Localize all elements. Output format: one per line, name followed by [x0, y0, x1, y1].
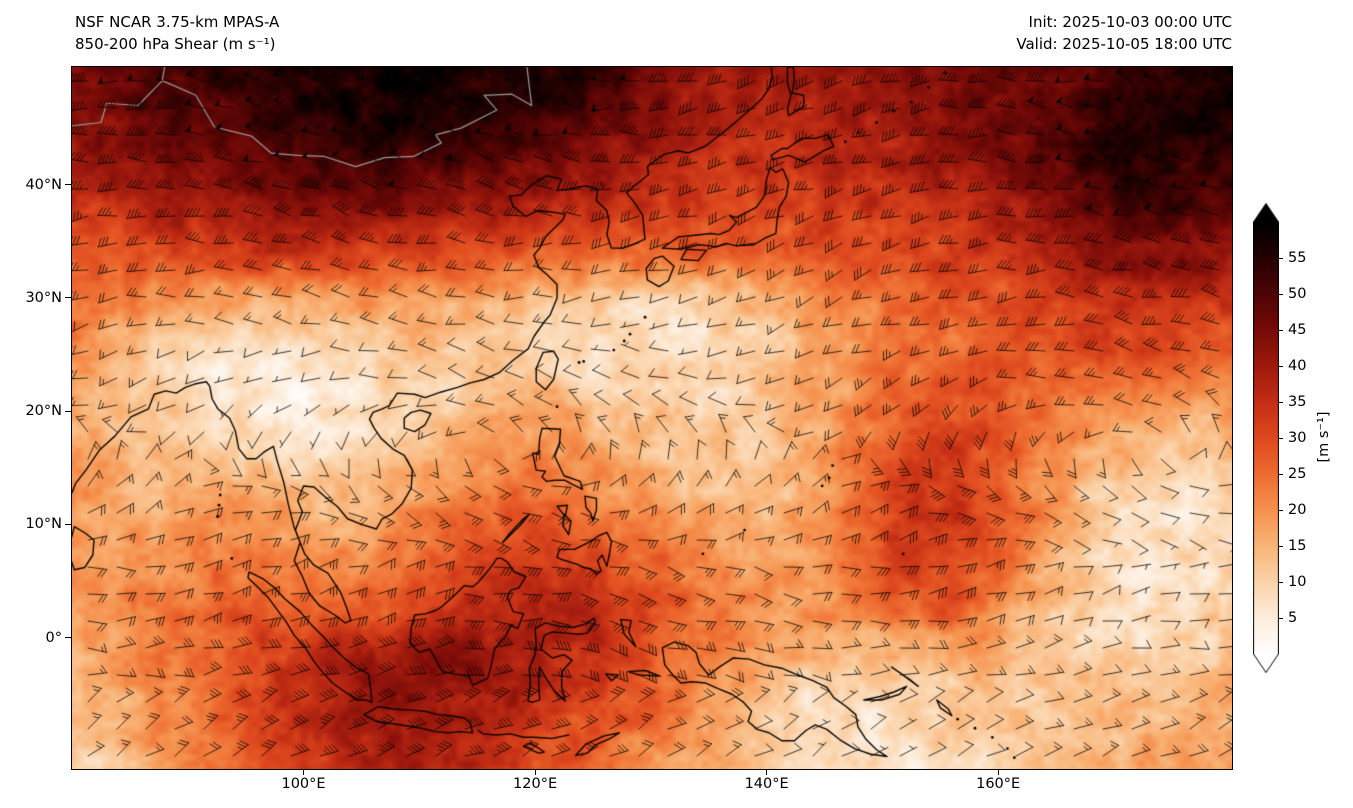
y-tick-label: 20°N: [25, 403, 62, 420]
x-tick-mark: [303, 770, 305, 775]
colorbar-unit-label: [m s⁻¹]: [1316, 411, 1332, 463]
model-title: NSF NCAR 3.75-km MPAS-A: [75, 13, 280, 31]
colorbar-tick-mark: [1279, 473, 1283, 475]
colorbar-tick-label: 45: [1288, 322, 1307, 338]
y-tick-label: 0°: [45, 629, 62, 646]
colorbar-tick-label: 15: [1288, 538, 1307, 554]
colorbar-tick-mark: [1279, 545, 1283, 547]
y-tick-label: 10°N: [25, 516, 62, 533]
init-time: Init: 2025-10-03 00:00 UTC: [1028, 13, 1232, 31]
colorbar-canvas: [1253, 203, 1279, 673]
colorbar-tick-mark: [1279, 509, 1283, 511]
title-block: NSF NCAR 3.75-km MPAS-A 850-200 hPa Shea…: [75, 11, 279, 55]
x-tick-label: 100°E: [281, 776, 326, 792]
colorbar-tick-mark: [1279, 401, 1283, 403]
colorbar-tick-label: 35: [1288, 394, 1307, 410]
x-tick-label: 120°E: [513, 776, 558, 792]
colorbar-tick-mark: [1279, 329, 1283, 331]
x-tick-mark: [766, 770, 768, 775]
y-tick-label: 40°N: [25, 176, 62, 193]
y-tick-mark: [65, 637, 71, 639]
y-tick-mark: [65, 184, 71, 186]
map-canvas: [72, 67, 1232, 769]
x-tick-mark: [997, 770, 999, 775]
x-tick-label: 160°E: [976, 776, 1021, 792]
colorbar-tick-label: 50: [1288, 286, 1307, 302]
colorbar-tick-label: 30: [1288, 430, 1307, 446]
colorbar-tick-mark: [1279, 257, 1283, 259]
x-tick-label: 140°E: [744, 776, 789, 792]
colorbar-tick-label: 55: [1288, 250, 1307, 266]
colorbar-tick-mark: [1279, 581, 1283, 583]
y-tick-mark: [65, 410, 71, 412]
colorbar-tick-mark: [1279, 437, 1283, 439]
colorbar-tick-label: 10: [1288, 574, 1307, 590]
colorbar: 5 10 15 20 25 30 35 40 45 50 55: [1253, 203, 1353, 683]
y-tick-label: 30°N: [25, 289, 62, 306]
colorbar-tick-mark: [1279, 365, 1283, 367]
colorbar-tick-label: 25: [1288, 466, 1307, 482]
x-tick-mark: [534, 770, 536, 775]
colorbar-tick-mark: [1279, 617, 1283, 619]
map-frame: [71, 66, 1233, 770]
colorbar-tick-label: 20: [1288, 502, 1307, 518]
time-block: Init: 2025-10-03 00:00 UTC Valid: 2025-1…: [1016, 11, 1232, 55]
field-subtitle: 850-200 hPa Shear (m s⁻¹): [75, 35, 276, 53]
colorbar-tick-mark: [1279, 293, 1283, 295]
y-tick-mark: [65, 297, 71, 299]
colorbar-tick-label: 5: [1288, 610, 1298, 626]
colorbar-tick-label: 40: [1288, 358, 1307, 374]
valid-time: Valid: 2025-10-05 18:00 UTC: [1016, 35, 1232, 53]
y-tick-mark: [65, 523, 71, 525]
